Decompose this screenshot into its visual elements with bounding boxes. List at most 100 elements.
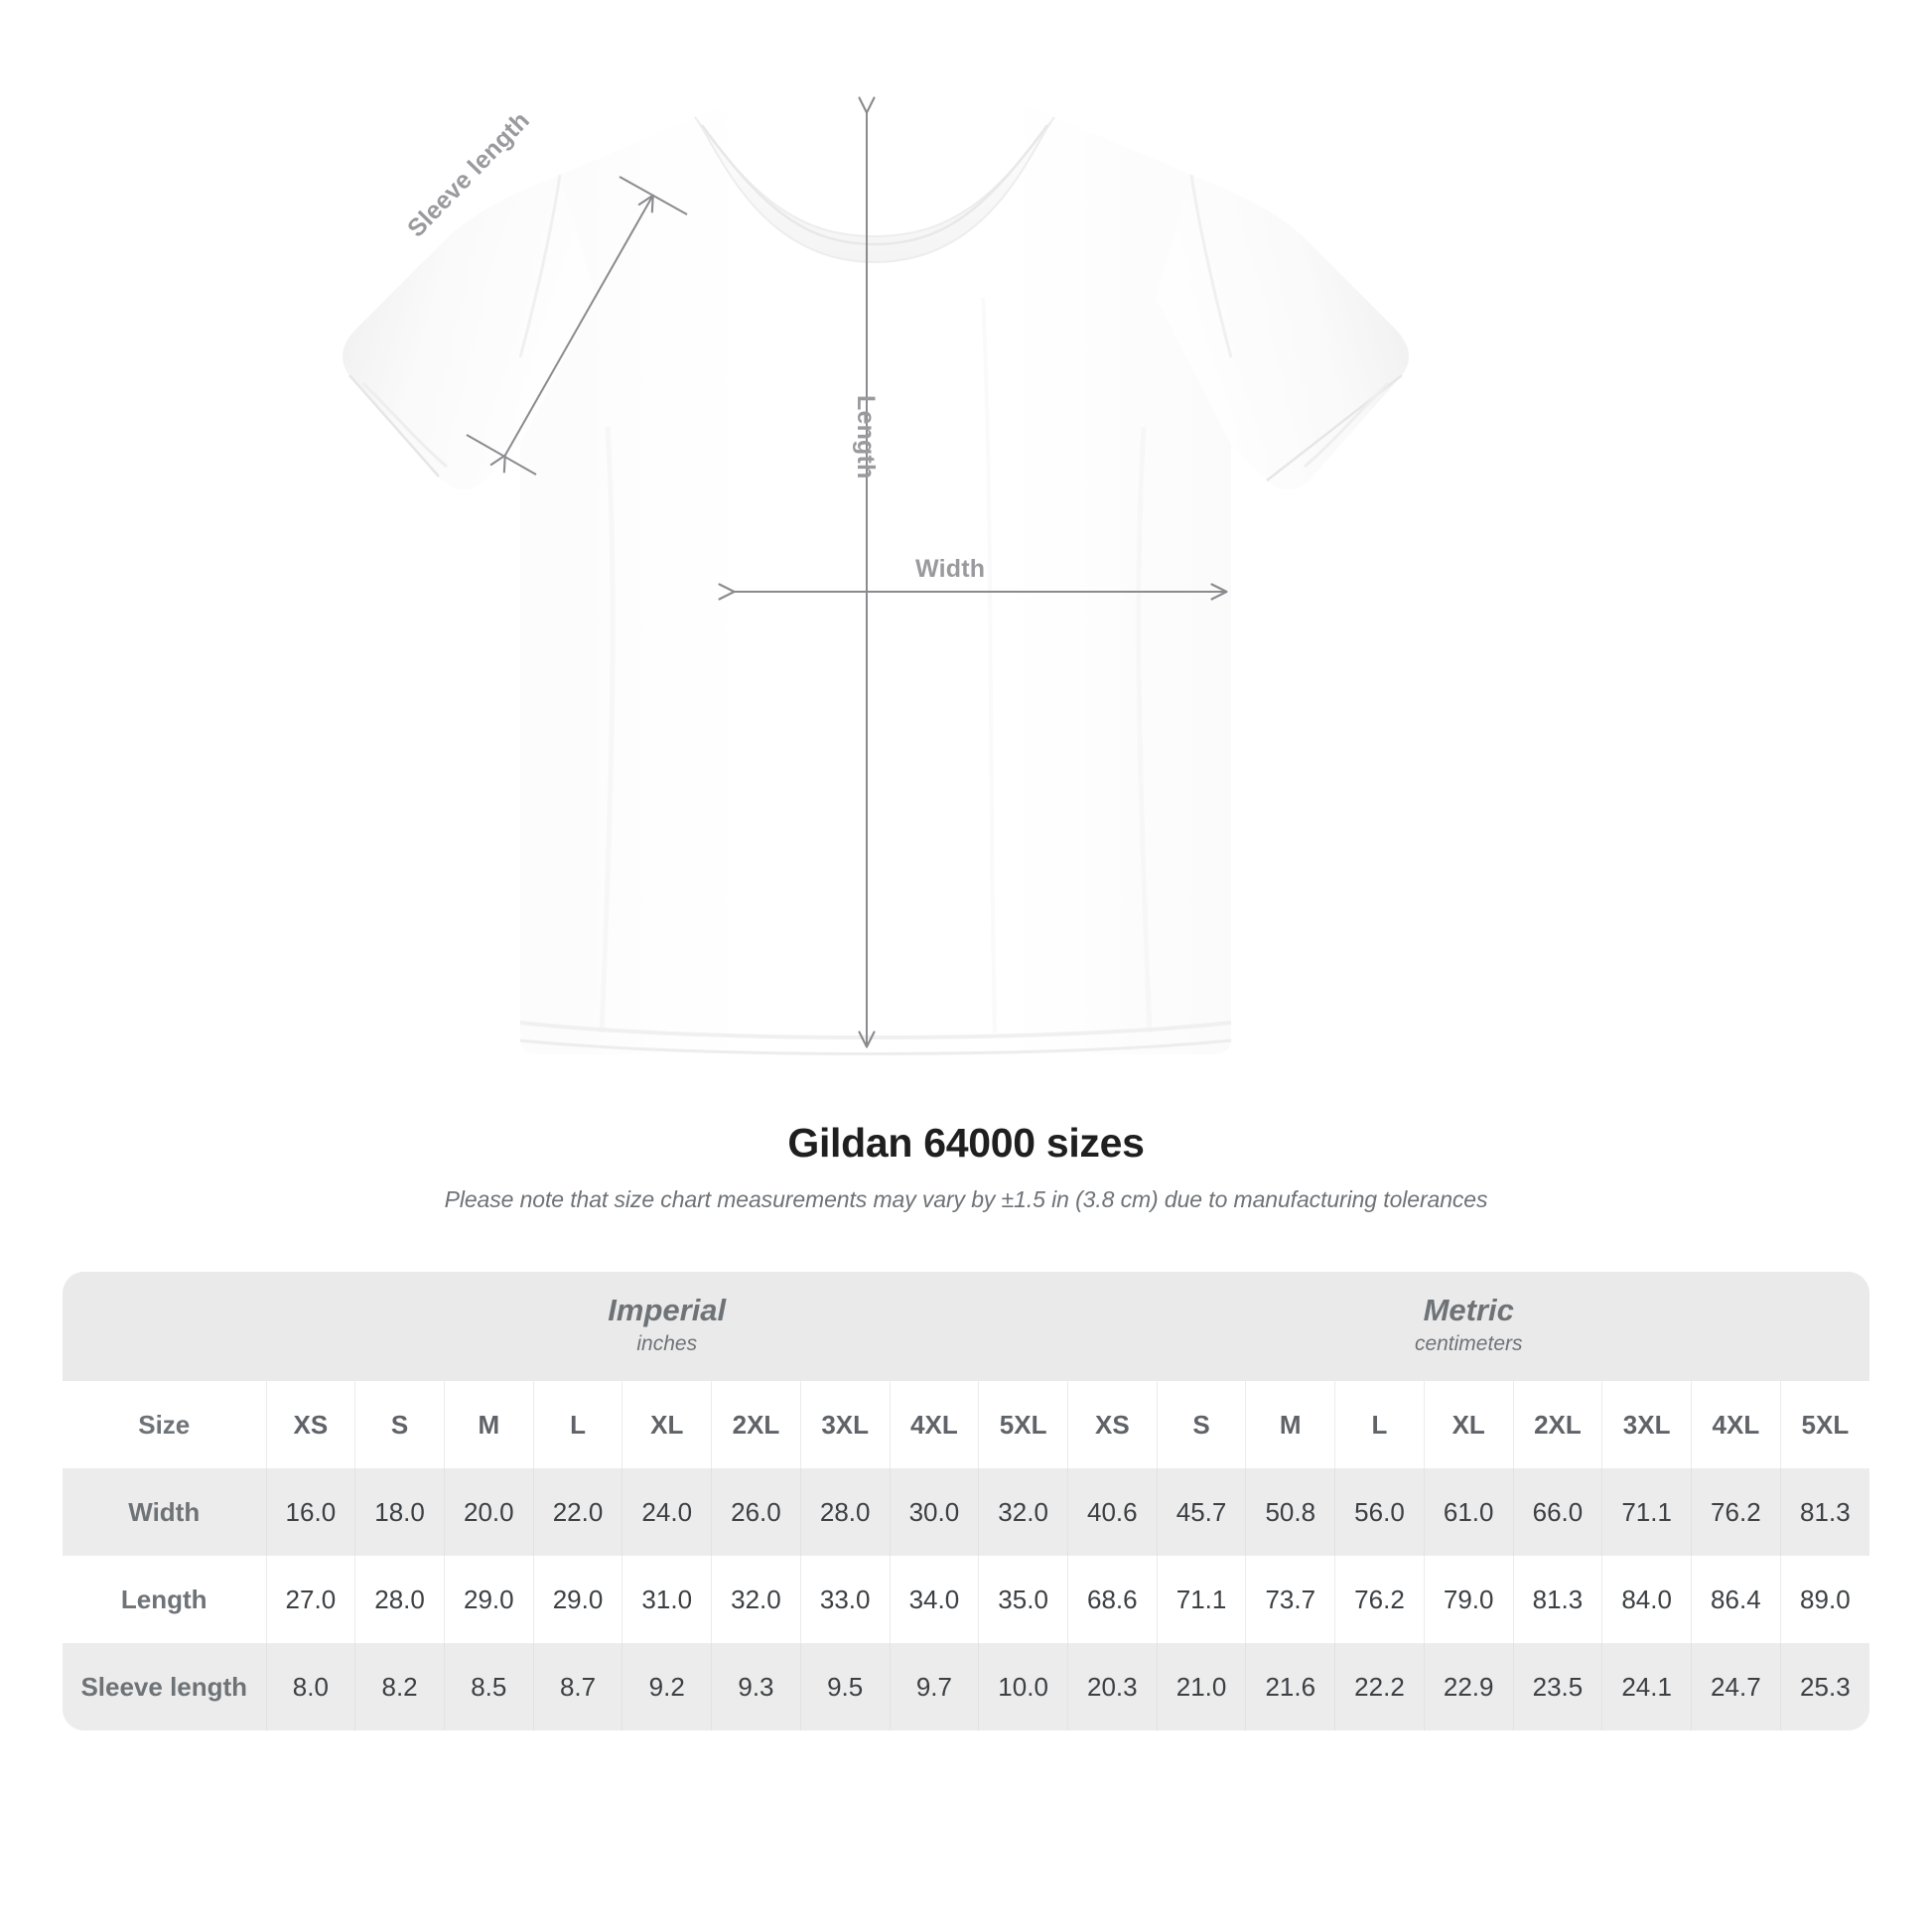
unit-group-imperial: Imperial inches [266,1272,1068,1381]
measurement-cell: 76.2 [1691,1468,1781,1556]
row-header-length: Length [63,1556,266,1643]
table-row: Length 27.0 28.0 29.0 29.0 31.0 32.0 33.0 34.0 35… [63,1556,1869,1643]
measurement-cell: 24.0 [621,1468,712,1556]
measurement-cell: 81.3 [1512,1556,1602,1643]
measurement-cell: 9.5 [799,1643,891,1730]
unit-row-spacer [63,1272,266,1381]
size-column-header: 2XL [711,1381,801,1468]
measurement-cell: 22.9 [1423,1643,1514,1730]
size-column-header: XL [1423,1381,1514,1468]
size-column-header: XS [1066,1381,1158,1468]
size-column-header: 5XL [1779,1381,1869,1468]
measurement-cell: 20.0 [443,1468,534,1556]
measurement-cell: 45.7 [1156,1468,1246,1556]
width-label: Width [915,555,986,583]
measurement-cell: 71.1 [1156,1556,1246,1643]
measurement-cell: 27.0 [265,1556,355,1643]
measurement-cell: 35.0 [978,1556,1068,1643]
tolerance-note: Please note that size chart measurements… [444,1186,1488,1212]
measurement-cell: 33.0 [799,1556,891,1643]
size-column-header: M [443,1381,534,1468]
measurement-cell: 9.2 [621,1643,712,1730]
measurement-cell: 32.0 [978,1468,1068,1556]
measurement-cell: 29.0 [443,1556,534,1643]
measurement-cell: 89.0 [1779,1556,1869,1643]
measurement-cell: 56.0 [1334,1468,1425,1556]
sleeve-length-dimension-arrow [466,176,688,476]
unit-group-metric: Metric centimeters [1067,1272,1869,1381]
size-column-header: 3XL [1601,1381,1692,1468]
measurement-cell: 8.7 [532,1643,622,1730]
measurement-cell: 24.1 [1601,1643,1692,1730]
size-column-header: L [1334,1381,1425,1468]
row-header-sleeve-length: Sleeve length [63,1643,266,1730]
measurement-cell: 25.3 [1779,1643,1869,1730]
measurement-cell: 8.0 [265,1643,355,1730]
size-column-header: M [1245,1381,1335,1468]
measurement-cell: 23.5 [1512,1643,1602,1730]
row-header-width: Width [63,1468,266,1556]
unit-group-name: Imperial [608,1293,727,1328]
row-header-size: Size [63,1381,266,1468]
table-row: Sleeve length 8.0 8.2 8.5 8.7 9.2 9.3 9.5 9.7 10.… [63,1643,1869,1730]
measurement-cell: 22.2 [1334,1643,1425,1730]
measurement-cell: 32.0 [711,1556,801,1643]
measurement-cell: 71.1 [1601,1468,1692,1556]
measurement-cell: 21.0 [1156,1643,1246,1730]
size-header-row: Size XS S M L XL 2XL 3XL 4XL 5XL XS S M L XL 2XL 3XL 4XL 5… [63,1381,1869,1468]
measurement-cell: 81.3 [1779,1468,1869,1556]
table-row: Width 16.0 18.0 20.0 22.0 24.0 26.0 28.0 30.0 32.… [63,1468,1869,1556]
size-column-header: XS [265,1381,355,1468]
measurement-cell: 8.2 [354,1643,445,1730]
measurement-cell: 50.8 [1245,1468,1335,1556]
measurement-cell: 30.0 [889,1468,979,1556]
size-column-header: 5XL [978,1381,1068,1468]
measurement-cell: 9.3 [711,1643,801,1730]
measurement-cell: 76.2 [1334,1556,1425,1643]
measurement-cell: 8.5 [443,1643,534,1730]
size-chart-table: Imperial inches Metric centimeters Size XS S M L… [63,1272,1869,1730]
measurement-cell: 22.0 [532,1468,622,1556]
measurement-cell: 28.0 [799,1468,891,1556]
measurement-cell: 9.7 [889,1643,979,1730]
measurement-cell: 21.6 [1245,1643,1335,1730]
measurement-cell: 28.0 [354,1556,445,1643]
size-column-header: 2XL [1512,1381,1602,1468]
measurement-cell: 68.6 [1066,1556,1158,1643]
measurement-cell: 66.0 [1512,1468,1602,1556]
length-label: Length [852,395,880,480]
size-column-header: 4XL [889,1381,979,1468]
measurement-cell: 18.0 [354,1468,445,1556]
measurement-cell: 16.0 [265,1468,355,1556]
unit-group-unit: centimeters [1414,1332,1523,1356]
t-shirt-measurement-diagram: Sleeve length Length Width [343,78,1409,1055]
size-column-header: S [1156,1381,1246,1468]
measurement-cell: 73.7 [1245,1556,1335,1643]
measurement-cell: 29.0 [532,1556,622,1643]
page-title: Gildan 64000 sizes [787,1120,1145,1166]
measurement-cell: 84.0 [1601,1556,1692,1643]
measurement-cell: 86.4 [1691,1556,1781,1643]
measurement-cell: 31.0 [621,1556,712,1643]
measurement-cell: 40.6 [1066,1468,1158,1556]
size-column-header: 3XL [799,1381,891,1468]
size-column-header: S [354,1381,445,1468]
measurement-cell: 20.3 [1066,1643,1158,1730]
measurement-cell: 34.0 [889,1556,979,1643]
size-column-header: XL [621,1381,712,1468]
size-column-header: 4XL [1691,1381,1781,1468]
size-column-header: L [532,1381,622,1468]
measurement-cell: 24.7 [1691,1643,1781,1730]
measurement-cell: 61.0 [1423,1468,1514,1556]
measurement-cell: 10.0 [978,1643,1068,1730]
unit-group-header-row: Imperial inches Metric centimeters [63,1272,1869,1381]
unit-group-name: Metric [1423,1293,1514,1328]
measurement-cell: 79.0 [1423,1556,1514,1643]
t-shirt-illustration [343,78,1409,1055]
size-chart-table-wrapper: Imperial inches Metric centimeters Size XS S M L… [63,1272,1869,1730]
unit-group-unit: inches [636,1332,698,1356]
measurement-cell: 26.0 [711,1468,801,1556]
chart-title-block: Gildan 64000 sizes Please note that size… [0,1120,1932,1213]
right-sleeve [1156,175,1409,490]
